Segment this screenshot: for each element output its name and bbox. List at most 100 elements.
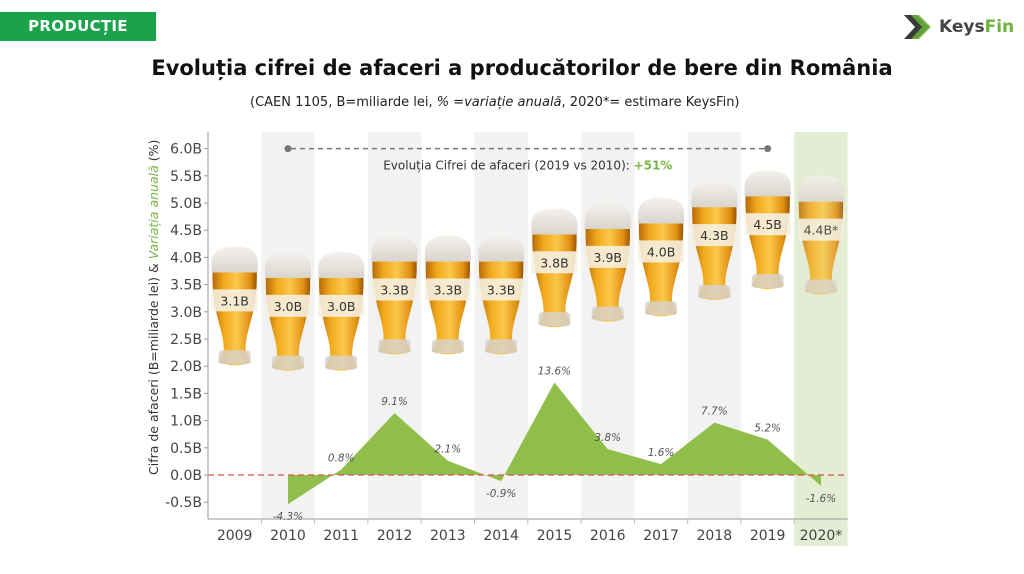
beer-glass: 4.4B* (797, 175, 844, 295)
beer-foam (744, 170, 791, 197)
beer-glass: 4.3B (691, 181, 738, 300)
glass-base (804, 279, 837, 294)
glass-base (591, 306, 624, 321)
x-tick-label: 2011 (323, 528, 359, 544)
subtitle-part: , 2020*= estimare KeysFin) (561, 95, 740, 110)
variation-label: 9.1% (381, 396, 408, 408)
beer-foam (584, 203, 631, 229)
x-tick-label: 2015 (537, 528, 573, 544)
value-label-bg (797, 218, 844, 241)
variation-label: 3.8% (594, 432, 621, 444)
x-tick-label: 2017 (643, 528, 679, 544)
variation-area (287, 382, 821, 505)
value-label-bg (424, 278, 471, 301)
value-label-bg (691, 224, 738, 247)
value-label: 4.4B* (804, 223, 839, 238)
y-tick-label: 3.5B (170, 278, 202, 294)
value-label-bg (584, 245, 631, 268)
glass-base (751, 274, 784, 289)
y-tick-label: 1.5B (170, 386, 202, 402)
value-label: 4.3B (700, 228, 728, 243)
comparison-end-dot (764, 145, 772, 153)
value-label: 3.0B (274, 299, 302, 314)
value-label: 3.0B (327, 299, 355, 314)
beer-glass: 3.1B (211, 246, 258, 366)
variation-label: 2.1% (435, 444, 462, 456)
beer-foam (478, 235, 525, 262)
value-label-bg (371, 278, 418, 301)
value-label-bg (318, 294, 365, 317)
glass-base (538, 312, 571, 327)
glass-base (645, 301, 678, 316)
subtitle-part: (CAEN 1105, B=miliarde lei, (250, 95, 437, 110)
value-label-bg (531, 251, 578, 274)
variation-label: 1.6% (648, 447, 675, 459)
glass-base (271, 355, 304, 370)
variation-label: -0.9% (486, 488, 516, 500)
x-tick-label: 2009 (217, 528, 253, 544)
glass-base (325, 355, 358, 370)
variation-label: -1.6% (806, 493, 836, 505)
glass-base (218, 350, 251, 365)
annotation-text: Evoluția Cifrei de afaceri (2019 vs 2010… (383, 159, 633, 173)
value-label: 3.3B (434, 282, 462, 297)
value-label: 3.9B (594, 250, 622, 265)
variation-label: 0.8% (328, 453, 355, 465)
beer-foam (797, 175, 844, 202)
beer-glass: 3.8B (531, 208, 578, 328)
value-label: 4.5B (753, 217, 781, 232)
y-tick-label: 2.0B (170, 359, 202, 375)
keysfin-logo: KeysFin (903, 13, 1014, 41)
value-label-bg (264, 294, 311, 317)
glass-base (698, 284, 731, 299)
value-label-bg (638, 240, 685, 263)
logo-chevron-icon (904, 15, 931, 39)
logo-fin: Fin (984, 17, 1015, 37)
y-tick-label: -0.5B (165, 495, 202, 511)
y-tick-label: 4.5B (170, 223, 202, 239)
comparison-start-dot (284, 145, 292, 153)
beer-glass: 4.0B (638, 197, 685, 317)
y-tick-label: 0.0B (170, 468, 202, 484)
glass-base (431, 339, 464, 354)
beer-glass: 4.5B (744, 170, 791, 290)
beer-glass: 3.3B (371, 235, 418, 355)
value-label-bg (211, 289, 258, 312)
glass-base (485, 339, 518, 354)
variation-label: -4.3% (273, 511, 303, 523)
value-label-bg (478, 278, 525, 301)
chart-subtitle: (CAEN 1105, B=miliarde lei, % =variație … (250, 95, 740, 110)
variation-label: 7.7% (701, 406, 728, 418)
x-tick-label: 2010 (270, 528, 306, 544)
x-tick-label: 2016 (590, 528, 626, 544)
beer-glass: 3.3B (424, 235, 471, 355)
y-tick-label: 3.0B (170, 305, 202, 321)
value-label-bg (744, 213, 791, 236)
section-badge: PRODUCȚIE (0, 12, 156, 41)
beer-foam (531, 208, 578, 235)
y-tick-label: 5.0B (170, 196, 202, 212)
comparison-annotation: Evoluția Cifrei de afaceri (2019 vs 2010… (383, 159, 672, 173)
beer-foam (691, 181, 738, 208)
value-label: 3.1B (220, 293, 248, 308)
x-tick-label: 2012 (377, 528, 413, 544)
value-label: 3.3B (487, 282, 515, 297)
y-tick-label: 1.0B (170, 414, 202, 430)
beer-foam (318, 251, 365, 278)
beer-glass: 3.9B (584, 203, 631, 322)
glass-base (378, 339, 411, 354)
value-label: 4.0B (647, 244, 675, 259)
beer-foam (264, 251, 311, 278)
variation-label: 13.6% (538, 366, 571, 378)
x-tick-label: 2018 (697, 528, 733, 544)
chart-title: Evoluția cifrei de afaceri a producători… (151, 56, 893, 80)
subtitle-italic: % =variație anuală (436, 95, 562, 110)
y-tick-label: 0.5B (170, 441, 202, 457)
x-tick-label: 2019 (750, 528, 786, 544)
beer-foam (211, 246, 258, 273)
annotation-value: +51% (634, 159, 673, 173)
beer-foam (424, 235, 471, 262)
beer-glass: 3.0B (318, 251, 365, 371)
x-tick-label: 2013 (430, 528, 466, 544)
beer-foam (638, 197, 685, 224)
